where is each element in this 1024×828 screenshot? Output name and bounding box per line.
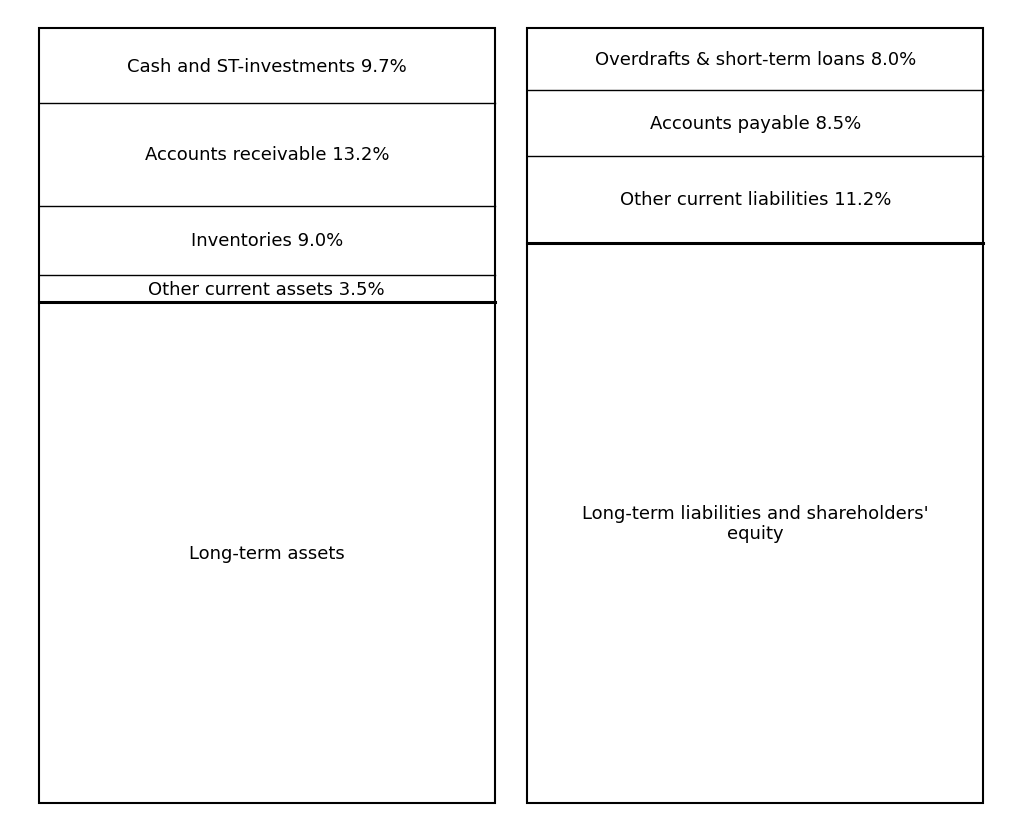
- Text: Other current assets 3.5%: Other current assets 3.5%: [148, 281, 385, 298]
- Bar: [527, 29, 983, 803]
- Text: Accounts payable 8.5%: Accounts payable 8.5%: [649, 115, 861, 132]
- Text: Long-term assets: Long-term assets: [188, 544, 345, 562]
- Text: Inventories 9.0%: Inventories 9.0%: [190, 232, 343, 250]
- Text: Accounts receivable 13.2%: Accounts receivable 13.2%: [144, 147, 389, 164]
- Text: Overdrafts & short-term loans 8.0%: Overdrafts & short-term loans 8.0%: [595, 51, 915, 69]
- Text: Cash and ST-investments 9.7%: Cash and ST-investments 9.7%: [127, 57, 407, 75]
- Text: Other current liabilities 11.2%: Other current liabilities 11.2%: [620, 191, 891, 209]
- Text: Long-term liabilities and shareholders'
equity: Long-term liabilities and shareholders' …: [582, 504, 929, 542]
- Bar: [39, 29, 495, 803]
